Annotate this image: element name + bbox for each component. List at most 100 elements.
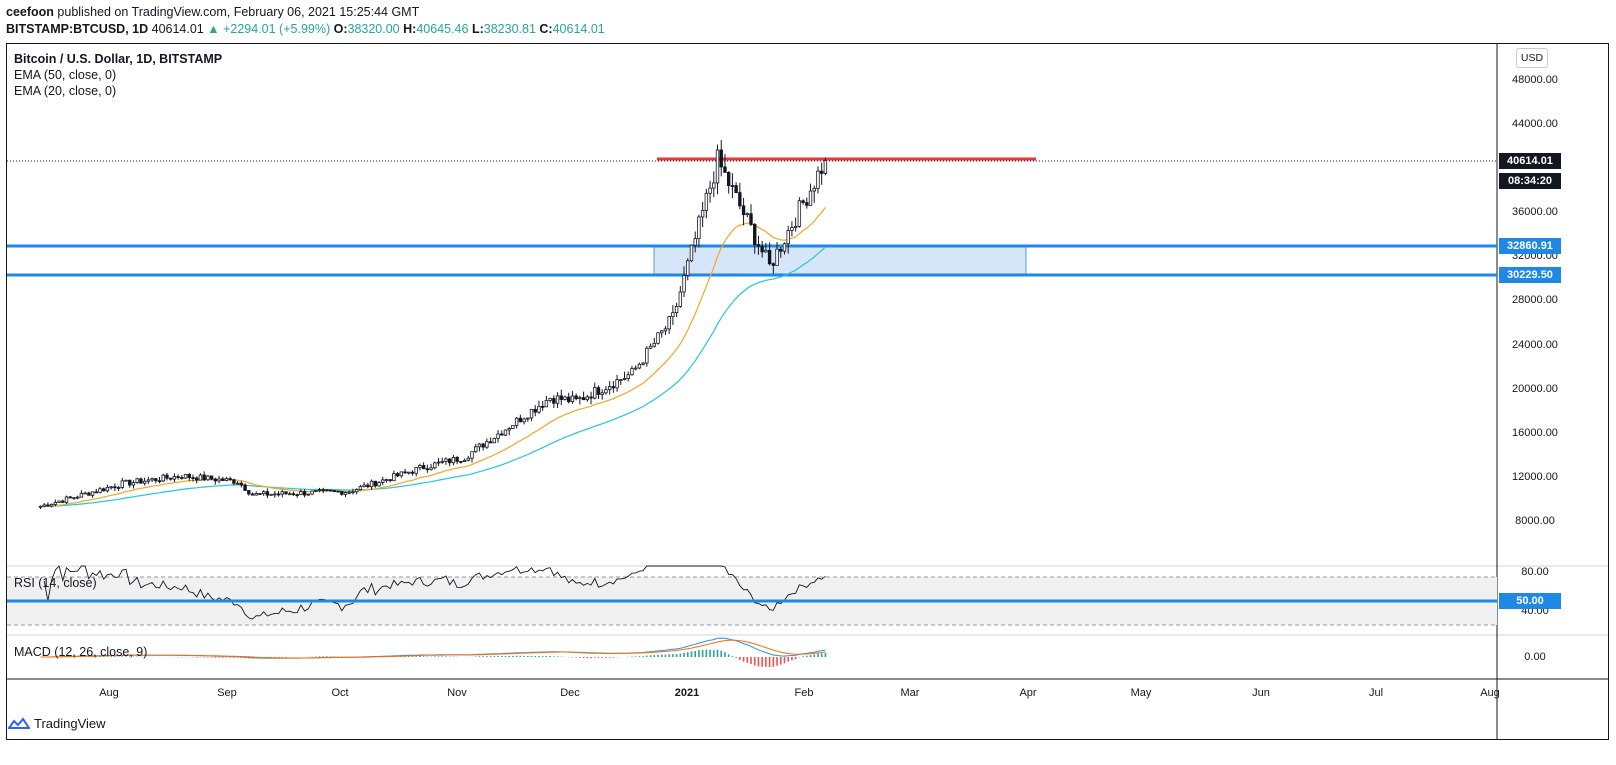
candle-body	[492, 437, 497, 444]
rsi-midline-tag: 50.00	[1499, 593, 1561, 609]
high-label: H:	[403, 22, 417, 36]
candle-body	[760, 245, 764, 253]
footer-brand[interactable]: TradingView	[8, 716, 106, 732]
candle-body	[563, 396, 567, 400]
candle-body	[299, 491, 303, 496]
resistance-price-tag: 32860.91	[1499, 238, 1561, 254]
candle-body	[540, 405, 545, 408]
price-change: ▲ +2294.01 (+5.99%)	[207, 22, 331, 36]
chart-frame[interactable]	[6, 43, 1609, 740]
candle-body	[202, 474, 206, 481]
candle-body	[444, 458, 448, 462]
candle-body	[109, 486, 113, 489]
candle-body	[726, 172, 731, 186]
candle-body	[351, 491, 355, 494]
candle-body	[819, 170, 824, 174]
candle-body	[87, 492, 91, 496]
candle-body	[704, 192, 709, 211]
candle-body	[288, 493, 292, 496]
candle-body	[723, 166, 727, 173]
publish-info: ceefoon published on TradingView.com, Fe…	[6, 4, 419, 20]
candle-body	[574, 395, 578, 400]
candle-body	[384, 479, 389, 481]
candle-body	[589, 396, 593, 399]
candle-body	[488, 441, 493, 444]
candle-body	[507, 428, 511, 431]
currency-button[interactable]: USD	[1516, 48, 1548, 68]
candle-body	[150, 478, 154, 481]
candle-body	[585, 396, 590, 401]
low-value: 38230.81	[483, 22, 536, 36]
candle-body	[671, 312, 675, 317]
candle-body	[369, 480, 374, 488]
candle-body	[581, 397, 586, 401]
candle-body	[674, 305, 679, 314]
macd-legend[interactable]: MACD (12, 26, close, 9)	[14, 645, 148, 659]
candle-body	[407, 471, 411, 474]
symbol-ohlc-bar: BITSTAMP:BTCUSD, 1D 40614.01 ▲ +2294.01 …	[6, 21, 605, 37]
signal-path	[40, 639, 826, 659]
candle-body	[425, 468, 430, 471]
candle-body	[64, 496, 69, 503]
candle-body	[295, 494, 299, 496]
candle-body	[258, 493, 262, 495]
close-label: C:	[539, 22, 553, 36]
candle-body	[801, 200, 805, 203]
candle-body	[328, 489, 333, 492]
candle-body	[120, 480, 125, 488]
candle-body	[228, 478, 232, 481]
candle-body	[522, 418, 526, 423]
candle-body	[191, 477, 195, 480]
candle-body	[782, 243, 787, 252]
candle-body	[343, 492, 348, 495]
time-label: May	[1130, 687, 1152, 699]
candle-body	[157, 480, 162, 483]
ema20-path	[40, 207, 826, 507]
candle-body	[377, 482, 381, 487]
candle-body	[626, 374, 630, 379]
candle-body	[403, 471, 407, 474]
candle-body	[232, 479, 236, 484]
candle-body	[749, 213, 753, 225]
candle-body	[544, 400, 549, 408]
candle-body	[734, 185, 738, 193]
candle-body	[604, 389, 608, 394]
candle-body	[366, 484, 370, 488]
candle-body	[555, 395, 560, 404]
candle-body	[198, 474, 203, 481]
candle-body	[239, 482, 244, 486]
ema50-legend[interactable]: EMA (50, close, 0)	[14, 68, 117, 82]
candle-body	[756, 244, 761, 247]
candle-body	[414, 467, 418, 474]
candle-body	[645, 347, 649, 364]
candle-body	[124, 479, 128, 482]
candle-body	[693, 238, 697, 246]
publisher-name[interactable]: ceefoon	[6, 5, 54, 19]
tradingview-logo-icon	[8, 717, 30, 729]
rsi-legend[interactable]: RSI (14, close)	[14, 576, 97, 590]
candle-body	[302, 491, 307, 496]
candle-body	[816, 170, 820, 189]
publish-text: published on TradingView.com, February 0…	[57, 5, 420, 19]
candle-body	[552, 398, 556, 404]
candle-body	[261, 491, 266, 494]
ema20-legend[interactable]: EMA (20, close, 0)	[14, 84, 117, 98]
candle-body	[61, 500, 65, 503]
candle-body	[83, 492, 87, 495]
candle-body	[518, 417, 523, 423]
candle-body	[436, 461, 441, 464]
rsi-axis-label: 80.00	[1521, 566, 1549, 578]
candle-body	[410, 471, 415, 474]
candle-body	[213, 478, 218, 482]
candle-body	[247, 490, 251, 495]
candle-body	[90, 491, 95, 496]
time-label: Apr	[1019, 687, 1037, 699]
candle-body	[823, 160, 828, 174]
time-label: Jul	[1368, 687, 1384, 699]
candle-body	[354, 489, 359, 493]
candle-body	[808, 190, 813, 206]
candle-body	[466, 457, 470, 461]
candle-body	[42, 504, 46, 507]
candle-body	[667, 316, 671, 330]
